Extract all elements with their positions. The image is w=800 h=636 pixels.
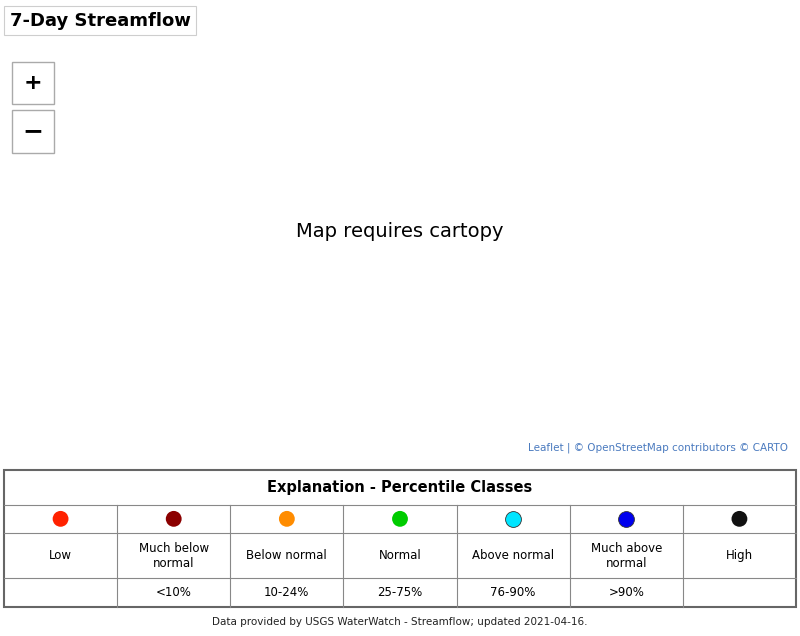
Text: Map requires cartopy: Map requires cartopy — [296, 222, 504, 241]
Text: Much above
normal: Much above normal — [590, 542, 662, 570]
Point — [733, 514, 746, 524]
Text: 25-75%: 25-75% — [378, 586, 422, 599]
Text: Data provided by USGS WaterWatch - Streamflow; updated 2021-04-16.: Data provided by USGS WaterWatch - Strea… — [212, 617, 588, 627]
Text: 10-24%: 10-24% — [264, 586, 310, 599]
Text: −: − — [22, 120, 43, 144]
Point — [167, 514, 180, 524]
Point — [54, 514, 67, 524]
Text: Leaflet | © OpenStreetMap contributors © CARTO: Leaflet | © OpenStreetMap contributors ©… — [528, 443, 788, 453]
Text: High: High — [726, 549, 753, 562]
Text: <10%: <10% — [156, 586, 192, 599]
Text: Low: Low — [49, 549, 72, 562]
Text: Much below
normal: Much below normal — [138, 542, 209, 570]
Point — [620, 514, 633, 524]
Text: 76-90%: 76-90% — [490, 586, 536, 599]
FancyBboxPatch shape — [12, 62, 54, 104]
Point — [394, 514, 406, 524]
FancyBboxPatch shape — [12, 110, 54, 153]
Text: 7-Day Streamflow: 7-Day Streamflow — [10, 11, 190, 30]
Text: Normal: Normal — [378, 549, 422, 562]
Point — [506, 514, 519, 524]
Text: +: + — [23, 73, 42, 93]
Text: Explanation - Percentile Classes: Explanation - Percentile Classes — [267, 480, 533, 495]
Text: Above normal: Above normal — [472, 549, 554, 562]
Bar — [4, 470, 796, 607]
Text: >90%: >90% — [608, 586, 644, 599]
Text: Below normal: Below normal — [246, 549, 327, 562]
Point — [281, 514, 294, 524]
